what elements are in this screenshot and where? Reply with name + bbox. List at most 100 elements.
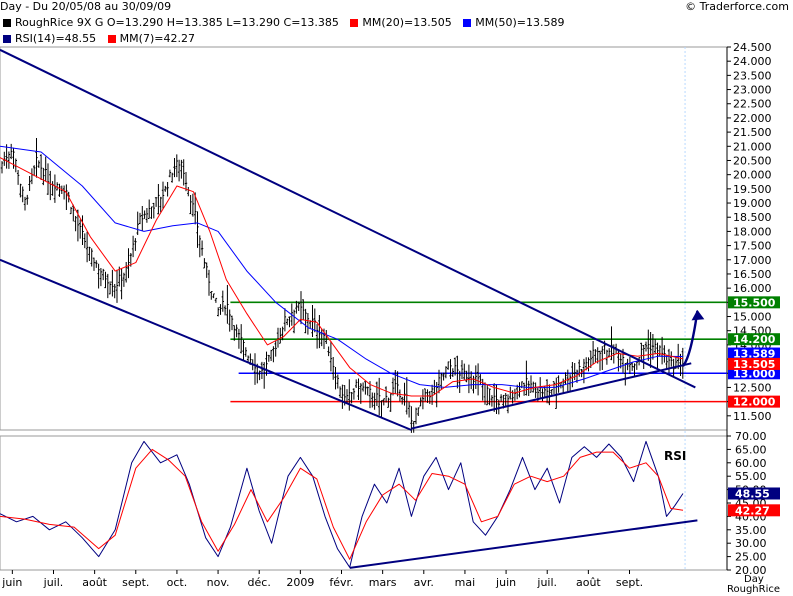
- price-ytick-label: 23.500: [733, 69, 772, 82]
- ohlc-bar: [368, 381, 372, 409]
- ohlc-bar: [522, 382, 526, 396]
- price-ytick-label: 19.500: [733, 183, 772, 196]
- ohlc-bar: [493, 383, 496, 412]
- value-badge-label: 13.505: [733, 358, 775, 371]
- ohlc-bar: [108, 281, 112, 295]
- ohlc-bar: [644, 341, 648, 352]
- ohlc-bar: [380, 400, 383, 419]
- ohlc-bar: [62, 185, 66, 200]
- level-badge-label: 12.000: [733, 396, 776, 409]
- ohlc-bar: [476, 363, 480, 396]
- price-ytick-label: 23.000: [733, 84, 772, 97]
- ohlc-bar: [419, 397, 422, 407]
- ohlc-bar: [81, 215, 84, 245]
- ohlc-bar: [640, 342, 643, 360]
- ohlc-bar: [555, 377, 558, 410]
- ohlc-bar: [451, 368, 454, 377]
- ohlc-bar: [499, 394, 503, 402]
- price-legend-swatch-0: [3, 19, 11, 27]
- projection-arrowhead: [691, 309, 705, 321]
- ohlc-bar: [302, 299, 305, 320]
- copyright: © Traderforce.com: [685, 0, 789, 13]
- ohlc-bar: [42, 167, 45, 186]
- ohlc-bar: [53, 174, 57, 203]
- level-badge-label: 13.000: [733, 367, 776, 380]
- rsi-ytick-label: 35.00: [735, 524, 767, 537]
- ohlc-bar: [435, 381, 438, 408]
- ohlc-bar: [313, 308, 316, 333]
- ohlc-bar: [430, 384, 434, 405]
- ohlc-bar: [113, 284, 116, 299]
- ohlc-bar: [74, 216, 77, 232]
- ohlc-bar: [564, 372, 567, 385]
- ohlc-bar: [660, 336, 664, 365]
- ohlc-bar: [244, 347, 247, 357]
- price-legend-text-0: RoughRice 9X G O=13.290 H=13.385 L=13.29…: [15, 16, 339, 29]
- ohlc-bar: [295, 300, 298, 314]
- xtick-label: juil.: [536, 576, 557, 589]
- ohlc-bar: [414, 407, 418, 425]
- ohlc-bar: [348, 379, 351, 411]
- ohlc-bar: [49, 170, 52, 201]
- ohlc-bar: [159, 196, 162, 213]
- ohlc-bar: [104, 271, 107, 289]
- ohlc-bar: [428, 391, 431, 404]
- ohlc-bar: [131, 235, 135, 258]
- rsi-ytick-label: 30.00: [735, 537, 767, 550]
- chart-header: Day - Du 20/05/08 au 30/09/09 © Traderfo…: [0, 0, 793, 13]
- ohlc-bar: [138, 212, 142, 225]
- ohlc-bar: [585, 357, 588, 371]
- rsi-value-badge-label: 42.27: [735, 504, 770, 517]
- ohlc-bar: [396, 371, 399, 397]
- ohlc-bar: [534, 382, 537, 398]
- ohlc-bar: [145, 208, 149, 223]
- mm50-line: [0, 145, 684, 388]
- ohlc-bar: [433, 379, 436, 395]
- ohlc-bar: [152, 202, 155, 219]
- ohlc-bar: [106, 273, 109, 299]
- ohlc-bar: [518, 382, 521, 398]
- ohlc-bar: [33, 165, 36, 177]
- price-ytick-label: 11.500: [733, 410, 772, 423]
- ohlc-bar: [207, 269, 211, 296]
- ohlc-bar: [30, 168, 34, 185]
- ohlc-bar: [281, 326, 284, 341]
- xtick-label: août: [82, 576, 107, 589]
- ohlc-bar: [212, 293, 215, 299]
- ohlc-bar: [306, 313, 310, 335]
- ohlc-bar: [233, 325, 236, 341]
- ohlc-bar: [111, 269, 114, 297]
- price-legend: RoughRice 9X G O=13.290 H=13.385 L=13.29…: [0, 16, 793, 29]
- price-ytick-label: 18.000: [733, 225, 772, 238]
- price-ytick-label: 18.500: [733, 211, 772, 224]
- ohlc-bar: [442, 372, 445, 381]
- ohlc-bar: [571, 362, 574, 388]
- ohlc-bar: [56, 182, 59, 191]
- ohlc-bar: [509, 386, 512, 400]
- rsi-legend-swatch-0: [3, 35, 11, 43]
- ohlc-bar: [16, 169, 20, 185]
- ohlc-bar: [610, 326, 613, 361]
- ohlc-bar: [486, 384, 489, 406]
- ohlc-bar: [601, 346, 604, 371]
- price-ytick-label: 16.500: [733, 268, 772, 281]
- price-ytick-label: 17.500: [733, 240, 772, 253]
- price-legend-text-1: MM(20)=13.505: [362, 16, 452, 29]
- ohlc-bar: [456, 355, 459, 389]
- ohlc-bar: [663, 345, 666, 363]
- rsi-value-badge: [728, 504, 780, 517]
- ohlc-bar: [187, 186, 190, 197]
- footer-instrument: RoughRice: [727, 584, 781, 595]
- ohlc-bar: [320, 328, 323, 347]
- ohlc-bar: [651, 334, 655, 360]
- ohlc-bar: [403, 382, 406, 406]
- ohlc-bar: [136, 211, 139, 236]
- price-ytick-label: 24.500: [733, 41, 772, 54]
- ohlc-bar: [394, 369, 397, 394]
- ohlc-bar: [205, 262, 208, 278]
- ohlc-bar: [665, 354, 668, 369]
- ohlc-bar: [242, 339, 245, 361]
- ohlc-bar: [453, 357, 457, 376]
- rsi-trend-line: [349, 519, 698, 569]
